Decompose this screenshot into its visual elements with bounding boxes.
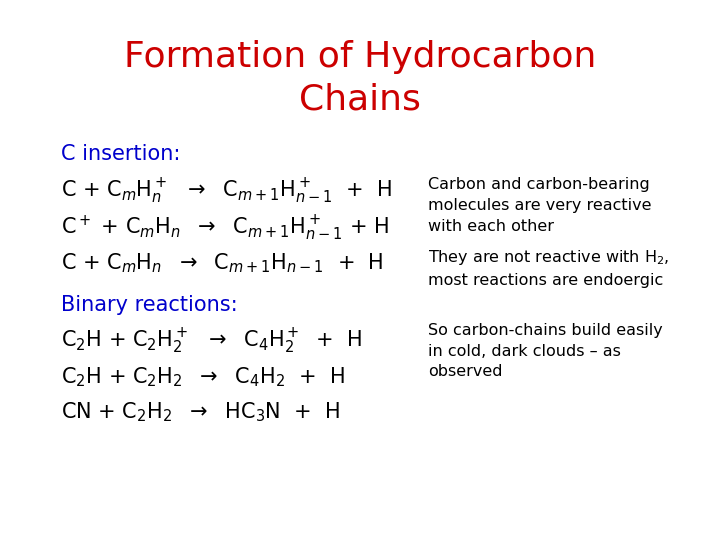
Text: CN + C$_2$H$_2$  $\rightarrow$  HC$_3$N  +  H: CN + C$_2$H$_2$ $\rightarrow$ HC$_3$N + … bbox=[61, 401, 341, 424]
Text: C insertion:: C insertion: bbox=[61, 144, 181, 164]
Text: Formation of Hydrocarbon: Formation of Hydrocarbon bbox=[124, 40, 596, 73]
Text: So carbon-chains build easily
in cold, dark clouds – as
observed: So carbon-chains build easily in cold, d… bbox=[428, 322, 663, 380]
Text: C + C$_m$H$_n^+$  $\rightarrow$  C$_{m+1}$H$_{n-1}^+$  +  H: C + C$_m$H$_n^+$ $\rightarrow$ C$_{m+1}$… bbox=[61, 177, 392, 206]
Text: Binary reactions:: Binary reactions: bbox=[61, 295, 238, 315]
Text: C + C$_m$H$_n$  $\rightarrow$  C$_{m+1}$H$_{n-1}$  +  H: C + C$_m$H$_n$ $\rightarrow$ C$_{m+1}$H$… bbox=[61, 252, 384, 275]
Text: C$_2$H + C$_2$H$_2^+$  $\rightarrow$  C$_4$H$_2^+$  +  H: C$_2$H + C$_2$H$_2^+$ $\rightarrow$ C$_4… bbox=[61, 327, 362, 356]
Text: Chains: Chains bbox=[299, 83, 421, 117]
Text: They are not reactive with H$_2$,
most reactions are endoergic: They are not reactive with H$_2$, most r… bbox=[428, 248, 670, 288]
Text: C$^+$ + C$_m$H$_n$  $\rightarrow$  C$_{m+1}$H$_{n-1}^+$ + H: C$^+$ + C$_m$H$_n$ $\rightarrow$ C$_{m+1… bbox=[61, 213, 389, 242]
Text: C$_2$H + C$_2$H$_2$  $\rightarrow$  C$_4$H$_2$  +  H: C$_2$H + C$_2$H$_2$ $\rightarrow$ C$_4$H… bbox=[61, 365, 345, 389]
Text: Carbon and carbon-bearing
molecules are very reactive
with each other: Carbon and carbon-bearing molecules are … bbox=[428, 177, 652, 234]
